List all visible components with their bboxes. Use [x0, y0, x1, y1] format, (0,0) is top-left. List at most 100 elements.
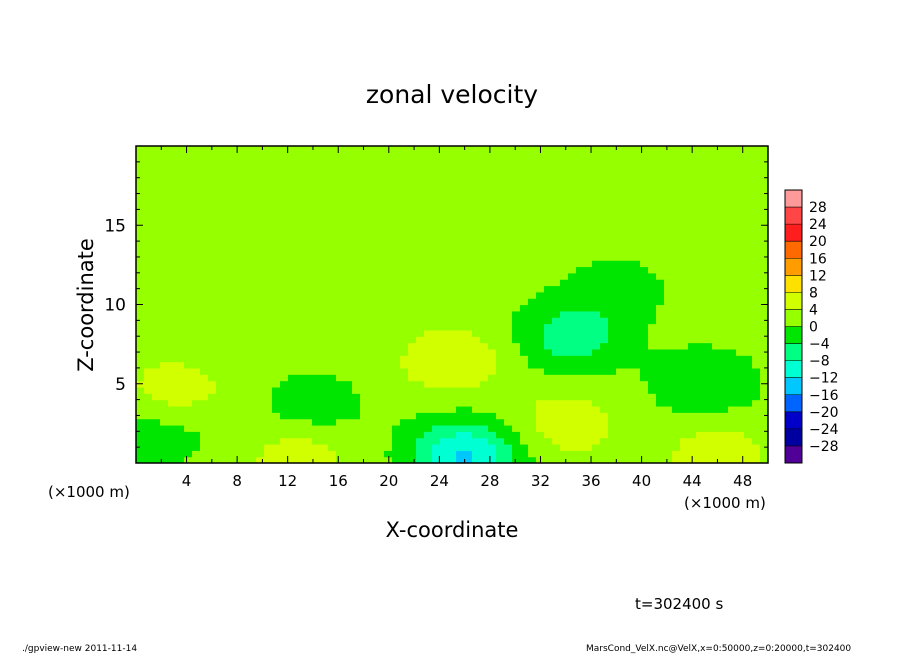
field-cell [168, 329, 177, 337]
field-cell [672, 165, 681, 172]
field-cell [408, 203, 417, 210]
field-cell [520, 317, 529, 325]
field-cell [744, 247, 753, 255]
field-cell [368, 412, 377, 420]
field-cell [552, 450, 561, 458]
field-cell [560, 241, 569, 249]
field-cell [144, 336, 153, 344]
field-cell [728, 405, 737, 413]
field-cell [536, 380, 545, 388]
field-cell [440, 431, 449, 439]
field-cell [576, 399, 585, 407]
field-cell [416, 291, 425, 299]
colorbar-label: −20 [809, 405, 839, 421]
field-cell [208, 431, 217, 439]
field-cell [752, 405, 761, 413]
field-cell [568, 196, 577, 204]
field-cell [720, 247, 729, 255]
field-cell [424, 424, 433, 432]
field-cell [376, 393, 385, 401]
field-cell [544, 304, 553, 312]
field-cell [416, 209, 425, 217]
field-cell [704, 184, 713, 191]
field-cell [376, 456, 385, 463]
field-cell [744, 367, 753, 375]
field-cell [280, 367, 289, 375]
field-cell [656, 165, 665, 172]
field-cell [752, 241, 761, 249]
field-cell [288, 285, 297, 293]
field-cell [656, 304, 665, 312]
field-cell [656, 291, 665, 299]
field-cell [720, 386, 729, 394]
field-cell [464, 329, 473, 337]
field-cell [288, 348, 297, 356]
field-cell [408, 310, 417, 318]
field-cell [488, 158, 497, 166]
field-cell [320, 241, 329, 249]
field-cell [256, 323, 265, 331]
field-cell [320, 355, 329, 363]
field-cell [456, 399, 465, 407]
field-cell [688, 399, 697, 407]
field-cell [216, 399, 225, 407]
field-cell [472, 317, 481, 325]
field-cell [144, 443, 153, 451]
field-cell [648, 285, 657, 293]
field-cell [592, 152, 601, 160]
field-cell [656, 177, 665, 185]
field-cell [472, 310, 481, 318]
field-cell [528, 304, 537, 312]
field-cell [568, 317, 577, 325]
field-cell [648, 329, 657, 337]
field-cell [648, 260, 657, 268]
field-cell [160, 450, 169, 458]
field-cell [512, 165, 521, 172]
field-cell [520, 450, 529, 458]
field-cell [736, 279, 745, 287]
field-cell [552, 203, 561, 210]
colorbar-label: 12 [809, 268, 827, 284]
field-cell [520, 405, 529, 413]
field-cell [536, 222, 545, 230]
field-cell [272, 336, 281, 344]
field-cell [480, 158, 489, 166]
field-cell [440, 386, 449, 394]
field-cell [504, 196, 513, 204]
field-cell [744, 184, 753, 191]
field-cell [240, 342, 249, 350]
field-cell [536, 184, 545, 191]
field-cell [408, 146, 417, 153]
field-cell [704, 260, 713, 268]
field-cell [536, 431, 545, 439]
field-cell [648, 190, 657, 198]
field-cell [544, 405, 553, 413]
field-cell [176, 310, 185, 318]
field-cell [344, 393, 353, 401]
field-cell [520, 304, 529, 312]
field-cell [368, 380, 377, 388]
field-cell [232, 304, 241, 312]
field-cell [488, 222, 497, 230]
field-cell [576, 342, 585, 350]
field-cell [392, 450, 401, 458]
field-cell [344, 184, 353, 191]
field-cell [672, 437, 681, 445]
field-cell [504, 285, 513, 293]
field-cell [728, 190, 737, 198]
field-cell [392, 310, 401, 318]
field-cell [712, 412, 721, 420]
field-cell [328, 342, 337, 350]
field-cell [168, 184, 177, 191]
field-cell [376, 228, 385, 236]
field-cell [608, 348, 617, 356]
field-cell [504, 361, 513, 369]
field-cell [632, 412, 641, 420]
field-cell [152, 291, 161, 299]
field-cell [704, 348, 713, 356]
field-cell [600, 177, 609, 185]
field-cell [688, 304, 697, 312]
field-cell [296, 241, 305, 249]
field-cell [448, 424, 457, 432]
field-cell [736, 399, 745, 407]
